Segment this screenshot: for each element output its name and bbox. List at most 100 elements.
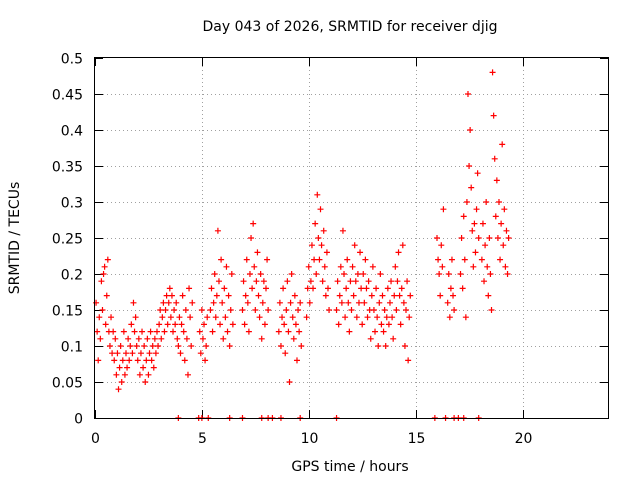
data-point (223, 263, 230, 270)
data-point (406, 314, 413, 321)
data-point (106, 343, 113, 349)
data-point (276, 299, 283, 306)
data-point (501, 206, 508, 213)
data-point (201, 321, 208, 328)
data-point (290, 335, 297, 342)
data-point (394, 278, 401, 285)
data-point (121, 371, 128, 378)
data-point (368, 292, 375, 299)
data-point (446, 314, 453, 321)
data-point (127, 343, 134, 349)
data-point (260, 278, 267, 285)
data-point (458, 235, 465, 241)
data-point (186, 285, 193, 292)
data-point (103, 292, 110, 299)
data-point (221, 285, 228, 292)
data-point (391, 292, 398, 299)
data-point (405, 357, 412, 364)
data-point (256, 314, 263, 321)
data-point (466, 163, 473, 169)
data-point (242, 292, 249, 299)
data-point (468, 184, 475, 191)
data-point (284, 278, 291, 285)
data-point (277, 343, 284, 349)
data-point (342, 314, 349, 321)
data-point (362, 256, 369, 263)
x-tick-label: 0 (91, 431, 100, 447)
data-point (348, 307, 355, 313)
data-point (498, 220, 505, 227)
data-point (280, 285, 287, 292)
data-point (355, 299, 362, 306)
data-point (142, 379, 149, 385)
data-point (249, 285, 256, 292)
data-point (485, 292, 492, 299)
data-point (264, 256, 271, 263)
data-point (353, 314, 360, 321)
data-point (253, 278, 260, 285)
data-point (99, 307, 106, 313)
data-point (372, 328, 379, 335)
data-point (279, 314, 286, 321)
data-point (98, 278, 105, 285)
data-point (197, 350, 204, 357)
data-point (175, 343, 182, 349)
data-point (495, 199, 502, 205)
data-point (350, 292, 357, 299)
data-point (483, 199, 490, 205)
grid (95, 58, 608, 418)
data-point (145, 371, 152, 378)
data-point (108, 314, 115, 321)
data-point (212, 314, 219, 321)
data-point (296, 328, 303, 335)
data-point (463, 199, 470, 205)
data-point (131, 328, 138, 335)
data-point (359, 321, 366, 328)
data-point (95, 357, 102, 364)
data-point (245, 328, 252, 335)
data-point (361, 299, 368, 306)
data-point (316, 256, 323, 263)
y-tick-label: 0.35 (52, 160, 83, 176)
data-point (134, 357, 141, 364)
data-point (151, 335, 158, 342)
data-point (227, 307, 234, 313)
data-point (152, 350, 159, 357)
data-point (126, 357, 133, 364)
data-point (114, 350, 121, 357)
data-point (124, 364, 131, 371)
data-point (110, 328, 117, 335)
data-point (344, 256, 351, 263)
data-point (491, 155, 498, 162)
data-point (312, 220, 319, 227)
data-point (303, 314, 310, 321)
data-point (373, 285, 380, 292)
data-point (357, 249, 364, 256)
axes: 0 0.05 0.1 0.15 0.2 0.25 0.3 0.35 0.4 0.45 0.5 0 5 10… (52, 52, 608, 447)
data-point (143, 357, 150, 364)
data-point (141, 343, 148, 349)
data-point (254, 249, 261, 256)
x-axis-title: GPS time / hours (291, 459, 408, 475)
data-point (171, 307, 178, 313)
data-point (207, 307, 214, 313)
data-point (297, 299, 304, 306)
data-point (308, 242, 315, 249)
data-point (94, 328, 101, 335)
data-point (176, 314, 183, 321)
data-point (306, 299, 313, 306)
data-point (319, 278, 326, 285)
data-point (450, 292, 457, 299)
data-point (488, 307, 495, 313)
data-point (164, 321, 171, 328)
data-point (214, 227, 221, 234)
data-points (93, 69, 512, 421)
data-point (434, 235, 440, 241)
data-point (367, 335, 374, 342)
data-point (177, 350, 184, 357)
data-point (378, 321, 385, 328)
data-point (311, 256, 318, 263)
data-point (93, 299, 100, 306)
data-point (170, 328, 177, 335)
data-point (125, 335, 132, 342)
